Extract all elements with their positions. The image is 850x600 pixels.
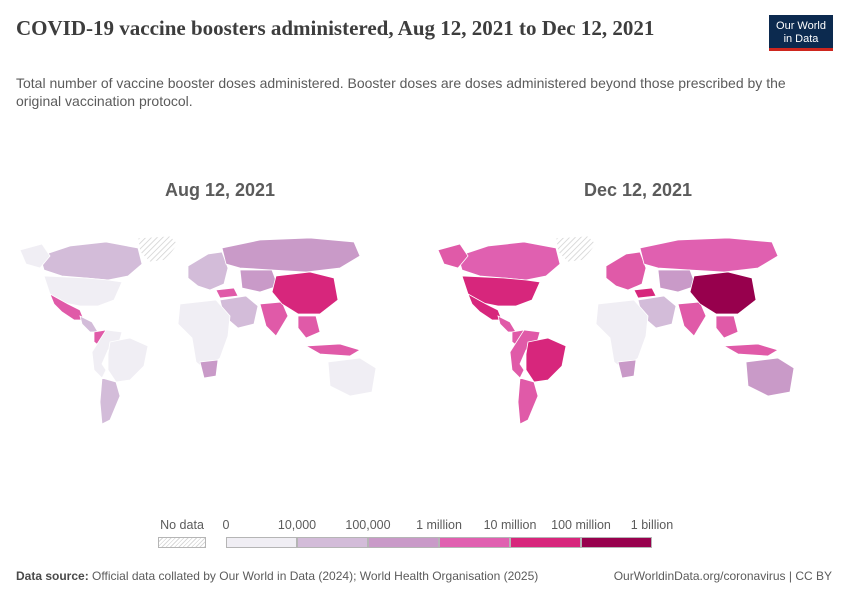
region-india[interactable] bbox=[259, 301, 289, 337]
credit-link[interactable]: OurWorldinData.org/coronavirus | CC BY bbox=[613, 569, 832, 583]
data-source: Data source: Official data collated by O… bbox=[16, 569, 538, 583]
owid-logo[interactable]: Our World in Data bbox=[769, 15, 833, 51]
legend-swatch[interactable] bbox=[439, 537, 510, 548]
region-central-asia[interactable] bbox=[657, 269, 697, 293]
region-brazil[interactable] bbox=[525, 337, 567, 383]
region-south-africa[interactable] bbox=[617, 359, 637, 379]
region-china[interactable] bbox=[271, 271, 339, 315]
legend-tick-label: 1 billion bbox=[630, 518, 674, 532]
chart-subtitle: Total number of vaccine booster doses ad… bbox=[16, 75, 786, 109]
region-central-asia[interactable] bbox=[239, 269, 279, 293]
region-mexico[interactable] bbox=[467, 293, 503, 321]
region-turkey[interactable] bbox=[215, 287, 239, 299]
region-china[interactable] bbox=[689, 271, 757, 315]
legend-no-data-label: No data bbox=[160, 518, 204, 532]
region-africa[interactable] bbox=[595, 299, 649, 371]
data-source-text: Official data collated by Our World in D… bbox=[92, 569, 539, 583]
world-map-aug[interactable] bbox=[10, 220, 430, 430]
region-central-america[interactable] bbox=[497, 315, 517, 333]
legend-tick-label: 10 million bbox=[483, 518, 537, 532]
legend-swatch[interactable] bbox=[510, 537, 581, 548]
legend-tick-label: 1 million bbox=[416, 518, 462, 532]
region-chile[interactable] bbox=[99, 377, 121, 425]
region-australia[interactable] bbox=[745, 357, 795, 397]
region-russia[interactable] bbox=[639, 237, 779, 273]
legend-swatch[interactable] bbox=[368, 537, 439, 548]
region-north-america[interactable] bbox=[437, 243, 469, 269]
legend-tick-label: 0 bbox=[222, 518, 230, 532]
region-canada[interactable] bbox=[457, 241, 561, 281]
region-greenland[interactable] bbox=[137, 235, 179, 263]
logo-line-1: Our World bbox=[776, 20, 826, 32]
map-panel-aug: Aug 12, 2021 bbox=[10, 180, 430, 430]
logo-line-2: in Data bbox=[783, 33, 819, 45]
region-europe[interactable] bbox=[605, 251, 647, 291]
region-brazil[interactable] bbox=[107, 337, 149, 383]
color-legend: No data 0 10,000 100,000 1 million 10 millio… bbox=[150, 518, 710, 558]
region-central-america[interactable] bbox=[79, 315, 99, 333]
map-panel-dec: Dec 12, 2021 bbox=[428, 180, 848, 430]
legend-no-data-swatch[interactable] bbox=[158, 537, 206, 548]
legend-swatch[interactable] bbox=[226, 537, 297, 548]
region-chile[interactable] bbox=[517, 377, 539, 425]
region-europe[interactable] bbox=[187, 251, 229, 291]
region-russia[interactable] bbox=[221, 237, 361, 273]
map-title-dec: Dec 12, 2021 bbox=[583, 180, 693, 200]
region-south-africa[interactable] bbox=[199, 359, 219, 379]
region-indonesia[interactable] bbox=[304, 343, 361, 357]
legend-swatch[interactable] bbox=[297, 537, 368, 548]
region-se-asia[interactable] bbox=[715, 315, 739, 339]
legend-tick-label: 10,000 bbox=[277, 518, 317, 532]
legend-tick-label: 100 million bbox=[551, 518, 611, 532]
region-indonesia[interactable] bbox=[722, 343, 779, 357]
data-source-label: Data source: bbox=[16, 569, 89, 583]
region-greenland[interactable] bbox=[555, 235, 597, 263]
chart-title: COVID-19 vaccine boosters administered, … bbox=[16, 16, 655, 40]
region-se-asia[interactable] bbox=[297, 315, 321, 339]
region-australia[interactable] bbox=[327, 357, 377, 397]
region-africa[interactable] bbox=[177, 299, 231, 371]
region-canada[interactable] bbox=[39, 241, 143, 281]
map-title-aug: Aug 12, 2021 bbox=[164, 180, 276, 200]
region-india[interactable] bbox=[677, 301, 707, 337]
legend-tick-label: 100,000 bbox=[345, 518, 391, 532]
region-north-america[interactable] bbox=[19, 243, 51, 269]
world-map-dec[interactable] bbox=[428, 220, 848, 430]
legend-swatch[interactable] bbox=[581, 537, 652, 548]
region-turkey[interactable] bbox=[633, 287, 657, 299]
region-mexico[interactable] bbox=[49, 293, 85, 321]
